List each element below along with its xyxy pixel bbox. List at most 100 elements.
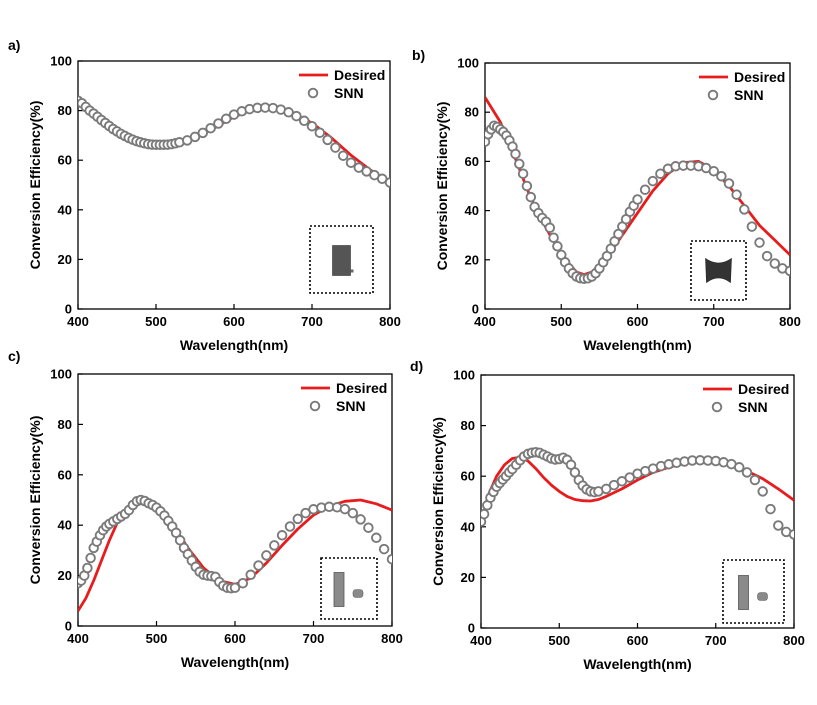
legend-snn-swatch: [309, 400, 321, 412]
y-tick-label: 40: [465, 203, 479, 218]
inset-unit-cell: [690, 240, 747, 301]
inset-frame: [722, 559, 785, 624]
y-tick-label: 0: [65, 619, 72, 634]
chart-panel-c: c) 400 500 600 700 800 0 20 40 60 80 100 Wavelength(…: [8, 348, 403, 670]
y-tick-label: 80: [461, 418, 475, 433]
x-axis-label: Wavelength(nm): [181, 654, 289, 670]
y-axis-label: Conversion Efficiency(%): [27, 101, 43, 270]
y-tick-label: 0: [472, 302, 479, 317]
panel-label: b): [412, 47, 425, 63]
y-tick-label: 80: [58, 417, 72, 432]
snn-point: [298, 115, 310, 127]
inset-bar-shape: [333, 572, 345, 607]
snn-point: [757, 486, 768, 497]
x-tick-label: 500: [548, 633, 570, 648]
snn-point: [237, 577, 249, 589]
x-tick-label: 600: [627, 633, 649, 648]
legend: Desired SNN: [698, 379, 790, 417]
snn-point: [784, 265, 790, 277]
y-tick-label: 20: [465, 252, 479, 267]
y-tick-label: 100: [457, 56, 479, 71]
snn-point: [378, 543, 390, 555]
y-tick-label: 20: [461, 570, 475, 585]
x-tick-label: 400: [470, 633, 492, 648]
snn-point: [384, 177, 390, 188]
legend: Desired SNN: [294, 65, 386, 103]
plot-area: [78, 95, 390, 188]
x-tick-label: 400: [67, 631, 89, 646]
x-tick-label: 700: [703, 314, 725, 329]
y-axis-label: Conversion Efficiency(%): [434, 102, 450, 271]
snn-point: [322, 134, 333, 146]
x-axis-label: Wavelength(nm): [583, 337, 691, 353]
snn-point: [655, 168, 666, 179]
y-tick-label: 80: [465, 105, 479, 120]
inset-dot-shape: [757, 592, 768, 601]
legend: Desired SNN: [694, 67, 786, 105]
snn-point: [481, 508, 490, 520]
legend-desired-label: Desired: [334, 67, 385, 83]
y-tick-label: 100: [453, 368, 475, 383]
snn-point: [514, 158, 525, 170]
x-tick-label: 800: [783, 633, 805, 648]
y-tick-label: 0: [65, 302, 72, 317]
legend-desired-label: Desired: [738, 381, 789, 397]
snn-point: [723, 178, 735, 189]
snn-point: [314, 127, 326, 138]
y-tick-label: 40: [461, 519, 475, 534]
legend-snn-swatch: [711, 401, 723, 413]
y-tick-label: 60: [465, 154, 479, 169]
snn-point: [363, 522, 374, 533]
snn-point: [220, 113, 232, 125]
x-axis-label: Wavelength(nm): [583, 656, 691, 672]
x-tick-label: 600: [223, 314, 245, 329]
snn-point: [276, 530, 288, 541]
legend-snn-label: SNN: [734, 87, 764, 103]
snn-point: [269, 540, 280, 551]
x-tick-label: 700: [303, 631, 325, 646]
snn-point: [355, 514, 366, 525]
legend-snn-swatch: [707, 89, 719, 101]
snn-point: [85, 552, 96, 564]
snn-point: [716, 170, 727, 182]
legend-desired-label: Desired: [336, 380, 387, 396]
chart-panel-b: b) 400 500 600 700 800 0 20 40 60 80 100 Wavelength(…: [412, 47, 801, 353]
inset-bowtie-shape: [705, 257, 732, 284]
panel-label: a): [8, 37, 20, 53]
x-tick-label: 500: [145, 314, 167, 329]
x-tick-label: 500: [146, 631, 168, 646]
snn-point: [761, 250, 773, 262]
snn-point: [525, 191, 537, 203]
snn-point: [386, 553, 392, 565]
chart-panel-d: d) 400 500 600 700 800 0 20 40 60 80 100 Wavelength(…: [410, 358, 805, 672]
snn-point: [291, 110, 302, 122]
snn-point: [769, 258, 781, 269]
inset-unit-cell: [722, 559, 785, 624]
snn-point: [647, 175, 659, 187]
snn-point: [773, 520, 784, 531]
y-tick-label: 60: [58, 467, 72, 482]
snn-point: [521, 180, 533, 192]
snn-point: [708, 165, 720, 177]
plot-area: [481, 446, 794, 540]
snn-point: [552, 241, 563, 252]
snn-point: [82, 562, 93, 574]
x-tick-label: 600: [224, 631, 246, 646]
x-tick-label: 400: [67, 314, 89, 329]
x-tick-label: 800: [379, 314, 401, 329]
x-axis-label: Wavelength(nm): [180, 337, 288, 353]
plot-area: [485, 96, 790, 284]
snn-point: [339, 503, 351, 515]
snn-point: [517, 168, 529, 179]
inset-unit-cell: [320, 557, 378, 620]
panel-label: c): [8, 348, 20, 364]
y-tick-label: 60: [58, 153, 72, 168]
snn-point: [306, 120, 318, 132]
snn-point: [733, 462, 745, 473]
inset-rectangle-shape: [332, 245, 351, 276]
snn-point: [371, 532, 382, 544]
x-tick-label: 600: [627, 314, 649, 329]
y-tick-label: 20: [58, 252, 72, 267]
snn-point: [510, 148, 521, 160]
x-tick-label: 400: [474, 314, 496, 329]
